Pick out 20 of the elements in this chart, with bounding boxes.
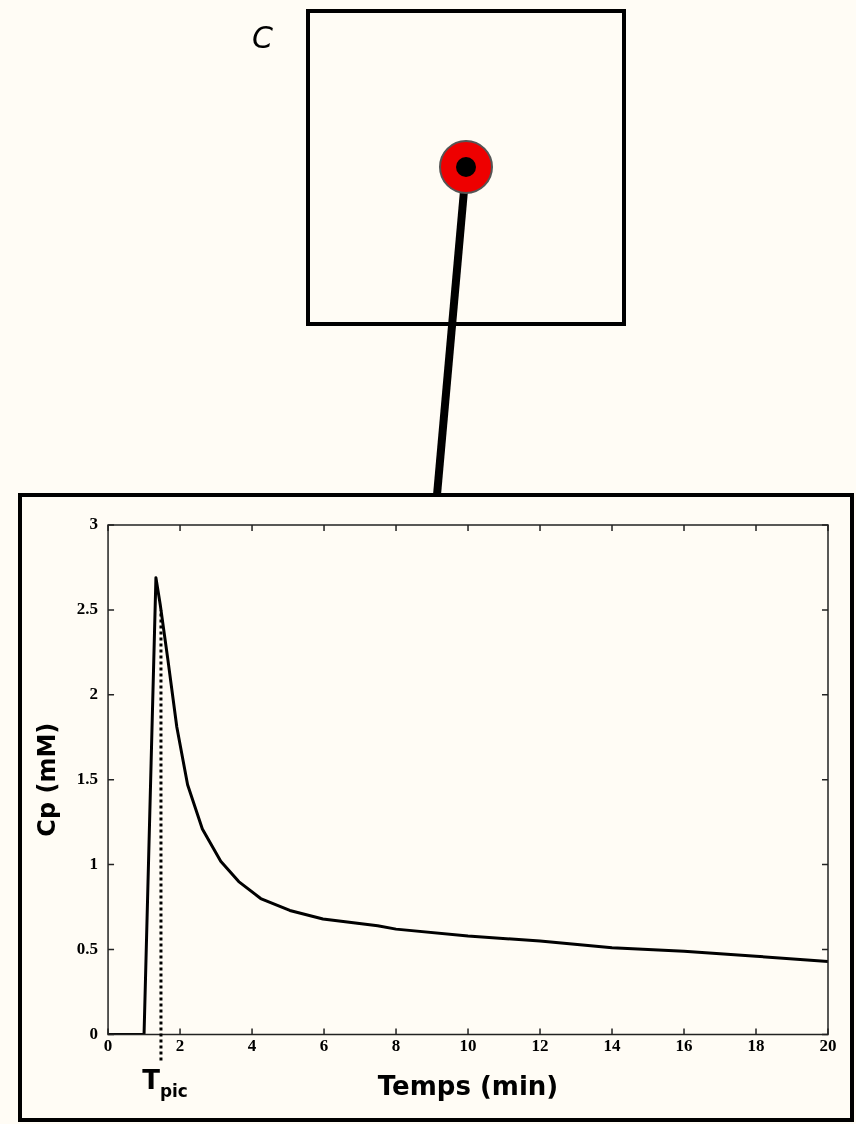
y-tick-label: 2.5 (76, 599, 99, 619)
y-tick-label: 1 (89, 853, 99, 873)
x-tick-label: 8 (391, 1035, 401, 1055)
y-tick-label: 3 (89, 514, 99, 534)
x-tick-label: 18 (747, 1035, 765, 1055)
x-tick-label: 2 (175, 1035, 185, 1055)
x-tick-label: 4 (247, 1035, 257, 1055)
x-tick-label: 16 (675, 1035, 693, 1055)
x-tick-label: 0 (103, 1035, 113, 1055)
y-axis-title: Cp (mM) (32, 722, 61, 837)
y-tick-label: 1.5 (76, 769, 99, 789)
x-tick-label: 20 (819, 1035, 837, 1055)
y-tick-label: 0.5 (76, 938, 99, 958)
x-tick-label: 14 (603, 1035, 622, 1055)
x-axis-title: Temps (min) (377, 1071, 559, 1102)
y-tick-label: 2 (89, 684, 99, 704)
x-tick-label: 6 (319, 1035, 329, 1055)
x-tick-label: 12 (531, 1035, 549, 1055)
x-tick-label: 10 (459, 1035, 477, 1055)
text: C (252, 20, 273, 55)
